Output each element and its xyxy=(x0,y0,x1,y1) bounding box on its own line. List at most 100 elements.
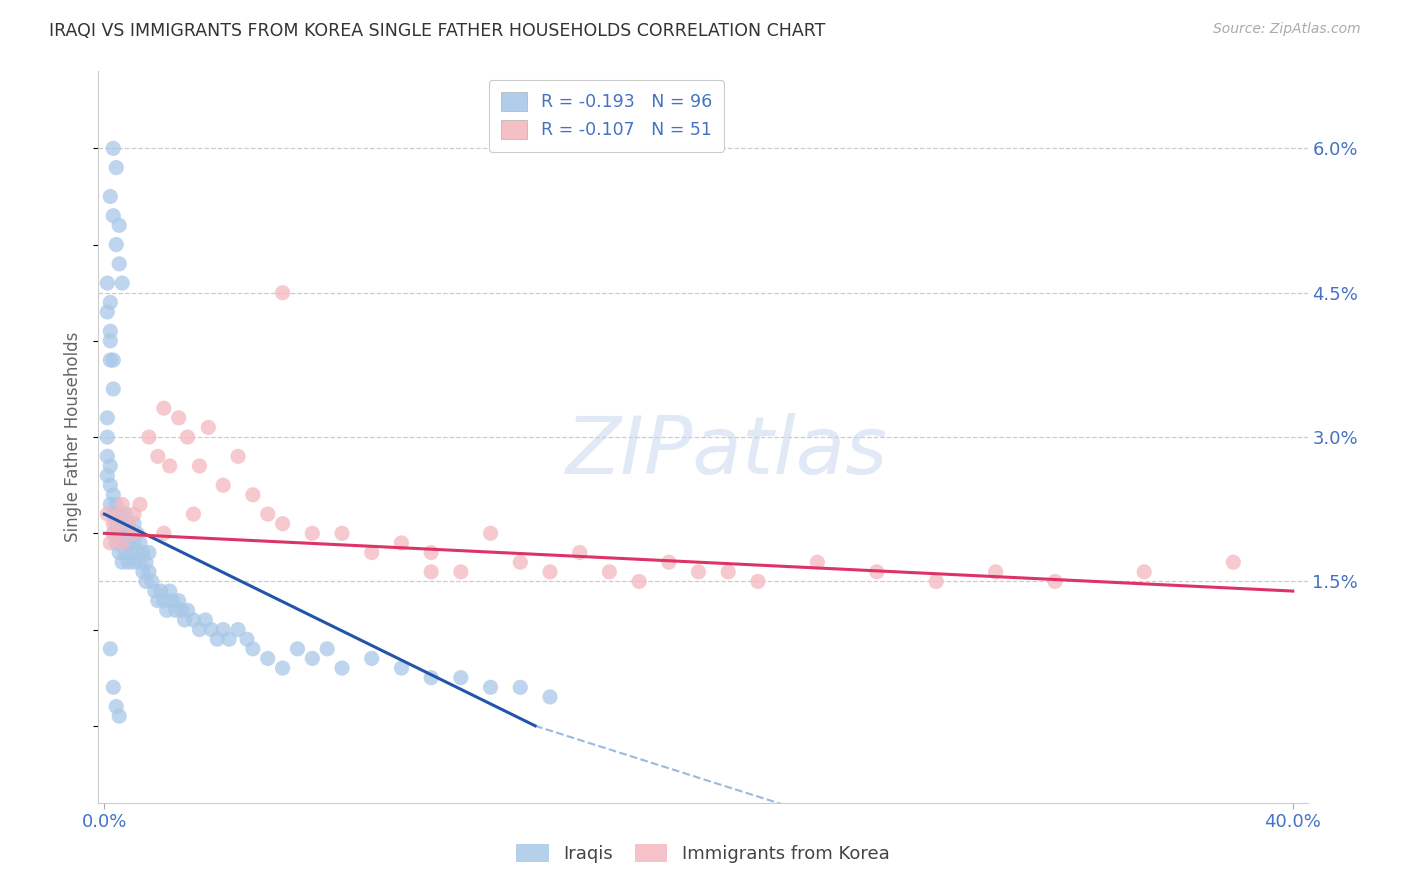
Y-axis label: Single Father Households: Single Father Households xyxy=(65,332,83,542)
Point xyxy=(420,565,443,579)
Point xyxy=(105,161,128,175)
Point xyxy=(105,237,128,252)
Point xyxy=(105,536,128,550)
Point xyxy=(122,536,145,550)
Point xyxy=(1222,555,1244,569)
Point xyxy=(271,285,294,300)
Point xyxy=(96,410,118,425)
Point xyxy=(183,613,205,627)
Point xyxy=(146,450,169,464)
Point xyxy=(105,526,128,541)
Point xyxy=(117,516,139,531)
Point xyxy=(170,603,193,617)
Point xyxy=(925,574,948,589)
Point xyxy=(806,555,828,569)
Point xyxy=(149,584,172,599)
Point xyxy=(360,545,382,559)
Point xyxy=(152,526,174,541)
Point xyxy=(98,478,121,492)
Point xyxy=(200,623,222,637)
Point xyxy=(117,516,139,531)
Point xyxy=(167,593,190,607)
Point xyxy=(287,641,309,656)
Point xyxy=(391,536,413,550)
Point xyxy=(242,641,264,656)
Point xyxy=(98,189,121,203)
Point xyxy=(111,536,134,550)
Point xyxy=(167,410,190,425)
Point xyxy=(1133,565,1156,579)
Point xyxy=(117,555,139,569)
Point xyxy=(108,709,131,723)
Point xyxy=(188,623,211,637)
Point xyxy=(197,420,219,434)
Point xyxy=(103,353,125,368)
Point xyxy=(103,209,125,223)
Point xyxy=(568,545,591,559)
Point xyxy=(450,565,472,579)
Point xyxy=(509,555,531,569)
Point xyxy=(105,699,128,714)
Point xyxy=(271,661,294,675)
Point xyxy=(212,623,235,637)
Point xyxy=(122,526,145,541)
Point xyxy=(212,478,235,492)
Point xyxy=(129,536,152,550)
Point xyxy=(183,507,205,521)
Point xyxy=(194,613,217,627)
Point xyxy=(146,593,169,607)
Point xyxy=(152,593,174,607)
Text: ZIPatlas: ZIPatlas xyxy=(567,413,889,491)
Point xyxy=(103,507,125,521)
Point xyxy=(391,661,413,675)
Point xyxy=(226,623,249,637)
Point xyxy=(420,671,443,685)
Point xyxy=(176,430,198,444)
Point xyxy=(598,565,620,579)
Point xyxy=(236,632,259,647)
Point xyxy=(129,555,152,569)
Point xyxy=(138,565,160,579)
Point xyxy=(509,681,531,695)
Point xyxy=(173,613,195,627)
Point xyxy=(108,507,131,521)
Point xyxy=(103,526,125,541)
Point xyxy=(108,257,131,271)
Point xyxy=(242,488,264,502)
Point xyxy=(162,593,184,607)
Point xyxy=(420,545,443,559)
Point xyxy=(96,468,118,483)
Point xyxy=(330,526,353,541)
Point xyxy=(479,526,502,541)
Point xyxy=(271,516,294,531)
Point xyxy=(747,574,769,589)
Point xyxy=(450,671,472,685)
Point xyxy=(98,458,121,473)
Point xyxy=(108,219,131,233)
Point xyxy=(165,603,187,617)
Point xyxy=(98,334,121,348)
Point xyxy=(207,632,229,647)
Point xyxy=(226,450,249,464)
Point xyxy=(688,565,710,579)
Point xyxy=(256,651,278,665)
Point xyxy=(176,603,198,617)
Point xyxy=(479,681,502,695)
Point xyxy=(256,507,278,521)
Point xyxy=(111,516,134,531)
Legend: R = -0.193   N = 96, R = -0.107   N = 51: R = -0.193 N = 96, R = -0.107 N = 51 xyxy=(488,80,724,152)
Point xyxy=(132,545,155,559)
Point xyxy=(301,651,323,665)
Point xyxy=(316,641,339,656)
Point xyxy=(96,450,118,464)
Point xyxy=(658,555,681,569)
Point xyxy=(114,507,136,521)
Point xyxy=(717,565,740,579)
Point xyxy=(96,430,118,444)
Point xyxy=(159,458,181,473)
Point xyxy=(108,545,131,559)
Point xyxy=(122,507,145,521)
Point xyxy=(111,536,134,550)
Text: Source: ZipAtlas.com: Source: ZipAtlas.com xyxy=(1213,22,1361,37)
Point xyxy=(188,458,211,473)
